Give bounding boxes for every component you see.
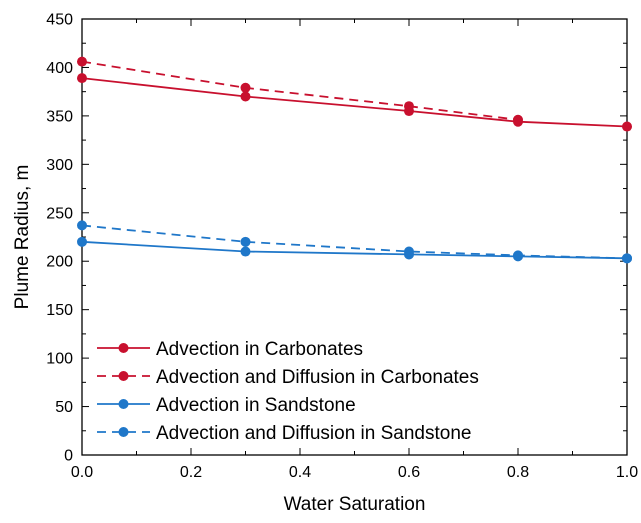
y-axis-title: Plume Radius, m bbox=[12, 165, 33, 310]
data-point bbox=[622, 121, 632, 132]
series-2 bbox=[77, 56, 523, 125]
series-line bbox=[81, 224, 628, 260]
data-point bbox=[622, 253, 632, 264]
legend-entry: Advection and Diffusion in Carbonates bbox=[97, 367, 479, 388]
y-tick-label: 350 bbox=[46, 108, 73, 125]
legend-marker bbox=[118, 427, 129, 437]
legend-label: Advection and Diffusion in Sandstone bbox=[156, 423, 471, 444]
data-point bbox=[77, 220, 87, 231]
y-tick-label: 50 bbox=[55, 399, 73, 416]
series-4 bbox=[77, 220, 632, 264]
x-tick-label: 0.6 bbox=[398, 464, 420, 481]
data-point bbox=[404, 101, 414, 112]
legend-marker bbox=[118, 399, 129, 409]
data-point bbox=[240, 82, 251, 93]
legend-label: Advection and Diffusion in Carbonates bbox=[156, 367, 479, 388]
data-point bbox=[513, 114, 523, 125]
y-tick-label: 400 bbox=[46, 60, 73, 77]
legend-marker bbox=[118, 343, 129, 353]
y-tick-label: 100 bbox=[46, 351, 73, 368]
y-tick-label: 200 bbox=[46, 254, 73, 271]
chart-legend: Advection in Carbonates Advection and Dif… bbox=[97, 339, 479, 444]
data-point bbox=[240, 236, 251, 247]
data-point bbox=[240, 246, 251, 257]
x-tick-label: 0.4 bbox=[289, 464, 311, 481]
data-point bbox=[77, 73, 87, 84]
data-point bbox=[77, 56, 87, 67]
y-tick-label: 300 bbox=[46, 157, 73, 174]
x-tick-label: 0.2 bbox=[180, 464, 202, 481]
series-line bbox=[81, 60, 519, 121]
x-axis-title: Water Saturation bbox=[284, 494, 426, 515]
legend-entry: Advection in Sandstone bbox=[97, 395, 356, 416]
x-tick-label: 0.8 bbox=[507, 464, 529, 481]
legend-entry: Advection in Carbonates bbox=[97, 339, 363, 360]
legend-label: Advection in Sandstone bbox=[156, 395, 356, 416]
y-tick-label: 0 bbox=[64, 448, 73, 465]
x-tick-label: 1.0 bbox=[616, 464, 638, 481]
plot-frame bbox=[81, 18, 628, 456]
data-point bbox=[404, 246, 414, 257]
series-1 bbox=[77, 73, 632, 132]
y-tick-label: 150 bbox=[46, 302, 73, 319]
legend-marker bbox=[118, 371, 129, 381]
data-point bbox=[513, 250, 523, 261]
y-tick-label: 250 bbox=[46, 205, 73, 222]
series-3 bbox=[77, 236, 632, 264]
data-point bbox=[240, 91, 251, 102]
chart-series bbox=[77, 56, 632, 264]
x-tick-label: 0.0 bbox=[71, 464, 93, 481]
chart-axes: 0 50 100 150 200 250 300 350 400 450 0.0 0.2 0.4 0.6 0… bbox=[46, 12, 638, 482]
data-point bbox=[77, 236, 87, 247]
series-line bbox=[81, 77, 628, 128]
series-line bbox=[81, 240, 628, 260]
y-tick-label: 450 bbox=[46, 12, 73, 29]
legend-label: Advection in Carbonates bbox=[156, 339, 363, 360]
legend-entry: Advection and Diffusion in Sandstone bbox=[97, 423, 471, 444]
